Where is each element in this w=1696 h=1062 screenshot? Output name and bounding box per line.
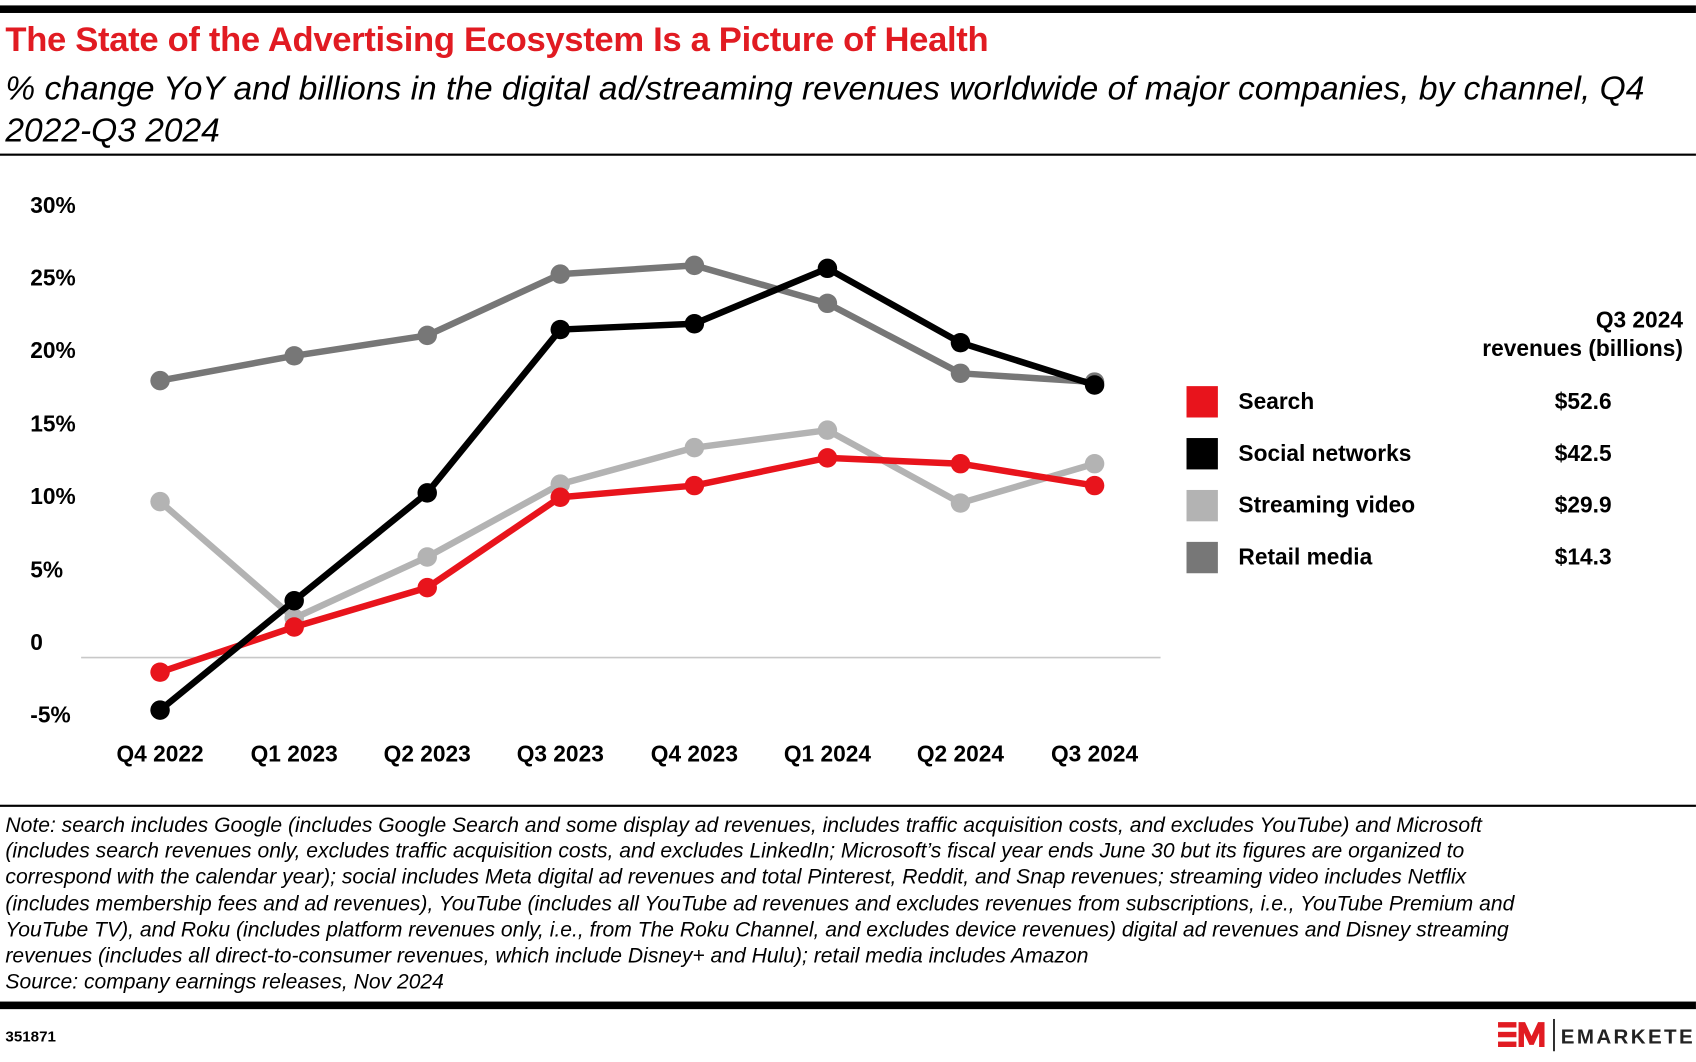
data-point-search [284,617,304,637]
x-tick-label: Q1 2024 [783,741,872,767]
y-tick-label: 0 [30,630,43,656]
x-tick-label: Q2 2024 [916,741,1005,767]
note-line: (includes search revenues only, excludes… [5,839,1465,864]
emarketer-logo-text: EMARKETER [1561,1026,1693,1049]
series-search [150,448,1105,682]
data-point-retail-media [550,264,571,284]
em-logo-mark [1498,1022,1545,1047]
legend-item-search: Search $52.6 [1186,386,1612,418]
data-point-streaming-video [684,437,705,458]
data-point-social-networks [417,483,437,503]
legend-header-line2: revenues (billions) [1482,336,1683,362]
y-tick-label: -5% [30,703,71,729]
series-line-streaming-video [157,426,1096,622]
top-rule [0,5,1696,13]
data-point-retail-media [684,255,705,276]
legend-item-streaming-video: Streaming video $29.9 [1186,489,1612,522]
source-line: Source: company earnings releases, Nov 2… [5,970,444,995]
data-point-social-networks [150,700,170,720]
legend-revenue-value: $29.9 [1554,493,1612,519]
data-point-social-networks [817,258,838,279]
x-tick-label: Q3 2023 [516,741,604,767]
x-tick-label: Q1 2023 [250,741,338,767]
data-point-streaming-video [417,547,437,567]
notes-divider [0,804,1696,807]
note-line: YouTube TV), and Roku (includes platform… [5,918,1509,942]
chart-subtitle: % change YoY and billions in the digital… [5,69,1645,150]
legend-swatch [1186,541,1218,574]
data-point-retail-media [150,370,170,391]
note-line: revenues (includes all direct-to-consume… [5,944,1089,969]
data-point-search [150,662,170,682]
legend-label: Streaming video [1238,493,1416,519]
legend-revenue-value: $14.3 [1554,545,1612,571]
legend-swatch [1186,489,1218,522]
bottom-rule [0,1001,1696,1010]
data-point-search [950,453,971,474]
data-point-streaming-video [950,493,971,513]
data-point-search [684,475,705,496]
series-line-social-networks [158,265,1096,713]
note-line: correspond with the calendar year); soci… [5,865,1467,890]
note-line: Note: search includes Google (includes G… [5,813,1482,838]
note-line: (includes membership fees and ad revenue… [5,891,1515,916]
data-point-social-networks [950,332,971,353]
y-tick-label: 30% [30,193,76,219]
x-tick-label: Q3 2024 [1051,741,1139,767]
data-point-search [417,577,437,598]
legend-revenue-value: $42.5 [1554,441,1612,467]
legend-header-line1: Q3 2024 [1595,308,1683,334]
y-tick-label: 20% [30,338,76,364]
data-point-social-networks [684,313,705,334]
x-tick-label: Q4 2023 [650,741,738,767]
series-line-retail-media [159,262,1095,386]
y-tick-label: 10% [30,484,76,510]
legend-header: Q3 2024 revenues (billions) [1482,307,1683,363]
x-tick-label: Q4 2022 [116,741,204,767]
legend-label: Social networks [1238,441,1412,467]
emarketer-logo: EMARKETER [1498,1018,1693,1052]
x-tick-label: Q2 2023 [383,741,471,767]
series-social-networks [150,258,1105,720]
data-point-retail-media [817,293,838,314]
legend-item-retail-media: Retail media $14.3 [1186,541,1612,574]
data-point-streaming-video [1084,453,1105,474]
data-point-retail-media [417,325,437,346]
legend-label: Retail media [1238,545,1373,571]
chart-title: The State of the Advertising Ecosystem I… [5,19,989,59]
legend-item-social-networks: Social networks $42.5 [1186,438,1612,470]
legend-swatch [1186,386,1218,418]
legend-label: Search [1238,389,1315,415]
y-tick-label: 25% [30,266,76,291]
series-line-search [159,454,1096,676]
data-point-search [817,448,838,468]
data-point-social-networks [284,591,304,611]
data-point-retail-media [284,346,304,366]
data-point-streaming-video [150,491,170,512]
y-tick-label: 5% [30,557,64,583]
legend-swatch [1186,438,1218,470]
chart-id: 351871 [5,1027,56,1045]
chart-notes: Note: search includes Google (includes G… [5,812,1514,995]
data-point-social-networks [1084,375,1105,395]
data-point-streaming-video [817,420,838,440]
data-point-retail-media [950,363,971,384]
data-point-search [550,487,571,507]
data-point-search [1084,475,1105,496]
header-divider [0,153,1696,156]
data-point-social-networks [550,319,571,340]
y-tick-label: 15% [30,411,76,437]
legend-revenue-value: $52.6 [1554,389,1612,415]
